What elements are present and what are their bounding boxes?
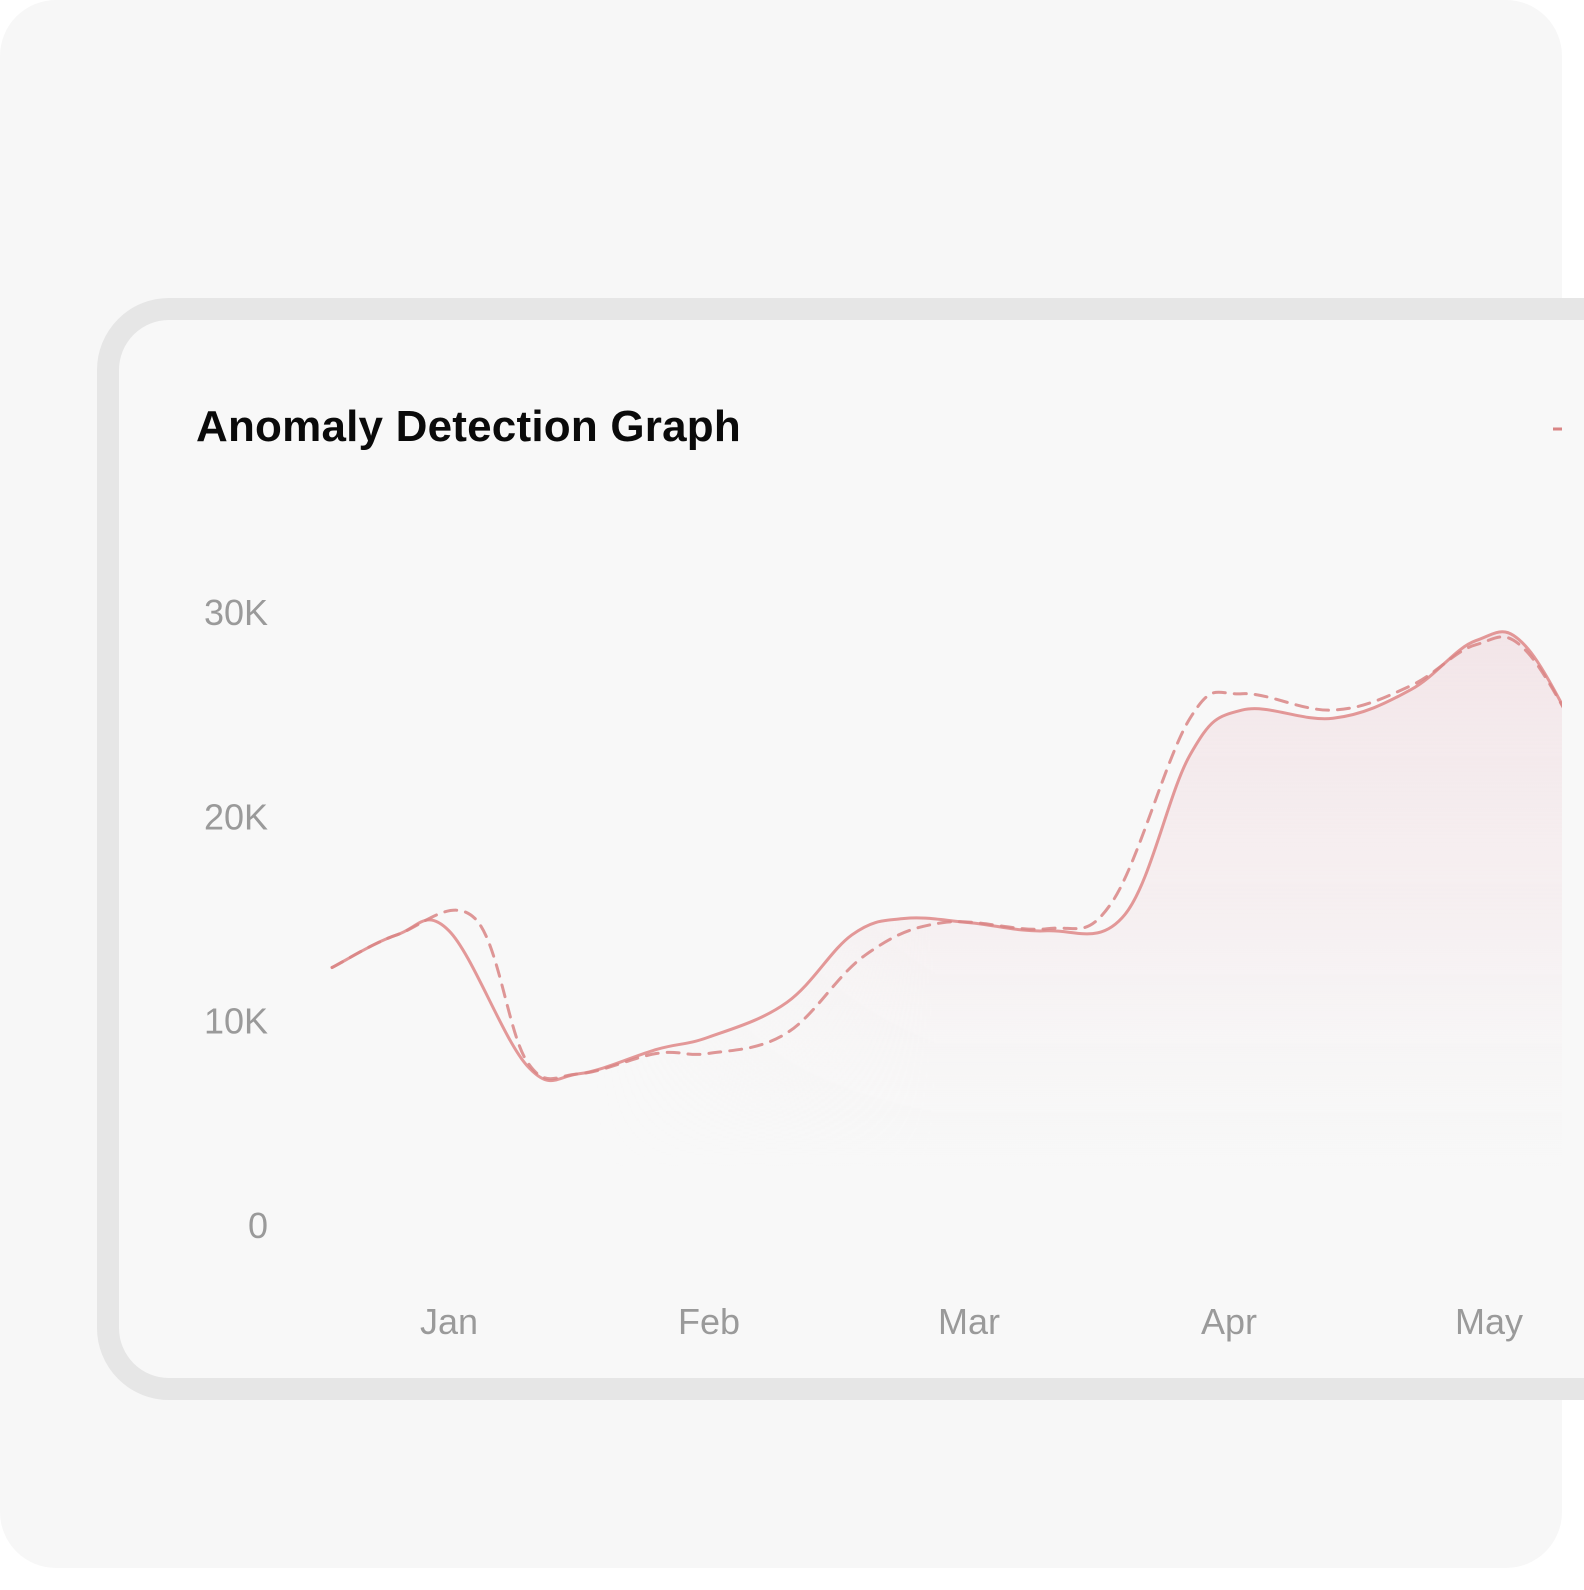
x-axis: Jan Feb Mar Apr May <box>420 1301 1523 1342</box>
x-tick-label: Feb <box>678 1301 740 1342</box>
y-tick-label: 20K <box>204 796 268 837</box>
series-area-fill <box>332 631 1562 1180</box>
chart-title: Anomaly Detection Graph <box>196 402 741 451</box>
x-tick-label: Mar <box>938 1301 1000 1342</box>
y-tick-label: 10K <box>204 1001 268 1042</box>
x-tick-label: Jan <box>420 1301 478 1342</box>
x-tick-label: May <box>1455 1301 1523 1342</box>
y-axis: 0 10K 20K 30K <box>204 592 268 1246</box>
plot-area <box>330 630 1562 1180</box>
y-tick-label: 0 <box>248 1205 268 1246</box>
y-tick-label: 30K <box>204 592 268 633</box>
series-line-dashed <box>330 635 1562 1081</box>
anomaly-line-chart: 0 10K 20K 30K Jan Feb Mar Apr May <box>204 427 1562 1342</box>
x-tick-label: Apr <box>1201 1301 1257 1342</box>
